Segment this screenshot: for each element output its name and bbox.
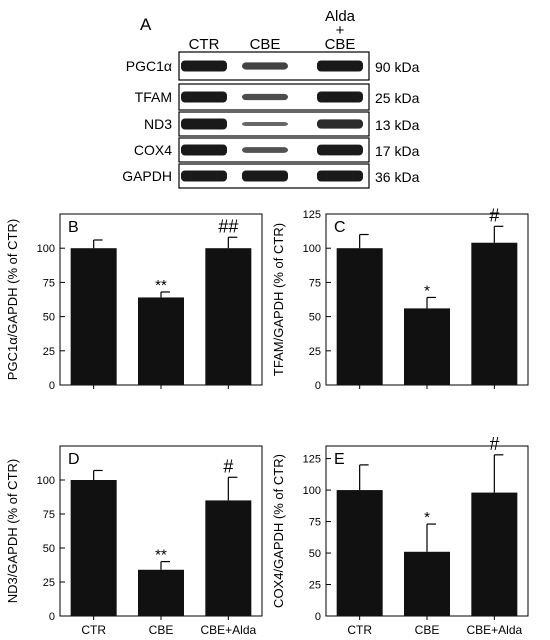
y-tick-label: 75 <box>309 277 321 289</box>
chart-panel: D 0 25 50 75 100 ND3/GAPDH (% of CTR) CTR ** CBE #… <box>5 445 263 637</box>
lane-label: Alda + CBE <box>325 8 356 53</box>
blot-band <box>317 119 363 129</box>
protein-label: GAPDH <box>122 168 172 184</box>
y-tick-label: 25 <box>43 346 55 358</box>
y-tick-label: 0 <box>315 380 321 392</box>
y-tick-label: 75 <box>309 517 321 529</box>
blot-band <box>317 91 363 103</box>
significance-mark: # <box>489 434 499 454</box>
protein-label: COX4 <box>134 142 172 158</box>
panel-letter: C <box>334 219 346 236</box>
y-tick-label: 125 <box>303 209 321 221</box>
y-axis-label: PGC1α/GAPDH (% of CTR) <box>5 219 20 380</box>
protein-label: TFAM <box>135 89 172 105</box>
blot-band <box>181 118 227 130</box>
x-tick-label: CBE+Alda <box>466 623 522 637</box>
x-tick-label: CTR <box>347 623 372 637</box>
x-tick-label: CTR <box>81 623 106 637</box>
chart-panel: C 0 25 50 75 100 125 TFAM/GAPDH (% of CTR) * # <box>271 205 529 392</box>
y-tick-label: 25 <box>309 346 321 358</box>
x-tick-label: CBE <box>149 623 174 637</box>
protein-label: ND3 <box>144 116 172 132</box>
y-tick-label: 50 <box>309 548 321 560</box>
kda-label: 13 kDa <box>375 117 420 133</box>
lane-label: CBE <box>250 36 281 53</box>
blot-band <box>242 147 288 153</box>
y-tick-label: 0 <box>315 611 321 623</box>
panel-a-letter: A <box>140 15 152 34</box>
bar <box>336 490 383 616</box>
panel-letter: E <box>334 451 345 468</box>
kda-label: 17 kDa <box>375 143 420 159</box>
y-tick-label: 50 <box>43 543 55 555</box>
blot-band <box>242 122 288 126</box>
y-tick-label: 100 <box>37 475 55 487</box>
lane-label: CTR <box>189 36 220 53</box>
bar <box>471 242 518 385</box>
lane-label-line: CBE <box>325 36 356 53</box>
bar <box>404 551 450 616</box>
significance-mark: ** <box>155 547 167 564</box>
y-tick-label: 100 <box>303 485 321 497</box>
blot-band <box>242 93 288 101</box>
bar <box>404 308 450 385</box>
lane-label-line: Alda <box>325 8 356 25</box>
blot-band <box>181 60 227 72</box>
y-tick-label: 100 <box>303 243 321 255</box>
lane-label-line: + <box>336 22 345 39</box>
y-tick-label: 50 <box>43 312 55 324</box>
significance-mark: * <box>424 509 430 526</box>
bar <box>138 569 184 616</box>
bar <box>70 248 117 385</box>
lane-label-line: CTR <box>189 36 220 53</box>
lane-label-line: CBE <box>250 36 281 53</box>
bar <box>70 480 117 616</box>
chart-panel: B 0 25 50 75 100 PGC1α/GAPDH (% of CTR) ** ## <box>5 213 263 392</box>
blot-band <box>317 144 363 156</box>
bar <box>205 500 252 616</box>
y-tick-label: 0 <box>49 611 55 623</box>
blot-band <box>242 62 288 70</box>
blot-band <box>181 170 227 182</box>
x-tick-label: CBE+Alda <box>200 623 256 637</box>
kda-label: 25 kDa <box>375 90 420 106</box>
y-axis-label: TFAM/GAPDH (% of CTR) <box>271 223 286 376</box>
blot-band <box>317 170 363 182</box>
significance-mark: # <box>223 456 233 476</box>
y-tick-label: 75 <box>43 509 55 521</box>
significance-mark: * <box>424 282 430 299</box>
y-tick-label: 100 <box>37 243 55 255</box>
blot-band <box>317 60 363 72</box>
bar <box>471 492 518 616</box>
significance-mark: ** <box>155 277 167 294</box>
y-tick-label: 125 <box>303 454 321 466</box>
bar <box>205 248 252 385</box>
blot-band <box>242 170 288 182</box>
y-tick-label: 0 <box>49 380 55 392</box>
kda-label: 90 kDa <box>375 59 420 75</box>
significance-mark: ## <box>218 216 238 236</box>
protein-label: PGC1α <box>126 58 172 74</box>
bar <box>138 297 184 385</box>
y-axis-label: ND3/GAPDH (% of CTR) <box>5 459 20 603</box>
significance-mark: # <box>489 205 499 225</box>
y-tick-label: 25 <box>43 577 55 589</box>
bar <box>336 248 383 385</box>
y-axis-label: COX4/GAPDH (% of CTR) <box>271 454 286 608</box>
blot-band <box>181 144 227 156</box>
panel-letter: B <box>68 219 79 236</box>
panel-letter: D <box>68 451 80 468</box>
kda-label: 36 kDa <box>375 169 420 185</box>
y-tick-label: 75 <box>43 277 55 289</box>
y-tick-label: 25 <box>309 580 321 592</box>
y-tick-label: 50 <box>309 312 321 324</box>
chart-panel: E 0 25 50 75 100 125 COX4/GAPDH (% of CTR) CTR * C… <box>271 434 529 637</box>
blot-band <box>181 91 227 103</box>
x-tick-label: CBE <box>415 623 440 637</box>
